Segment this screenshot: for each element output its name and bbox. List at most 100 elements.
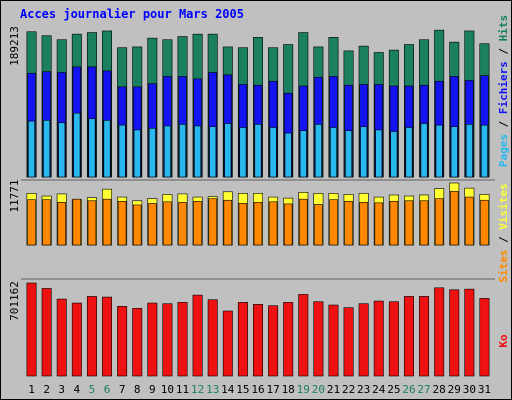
x-tick-label-day-10: 10 <box>161 383 174 396</box>
bar-ko-day-2 <box>41 288 52 377</box>
bar-sites-day-9 <box>148 203 157 246</box>
bar-sites-day-12 <box>193 200 202 246</box>
x-tick-label-day-24: 24 <box>372 383 386 396</box>
x-tick-label-day-28: 28 <box>433 383 446 396</box>
bar-ko-day-30 <box>464 288 475 377</box>
bar-pages-day-25 <box>390 131 398 178</box>
bar-ko-day-13 <box>207 299 218 377</box>
bar-ko-day-29 <box>449 289 460 377</box>
bar-sites-day-18 <box>283 203 293 246</box>
panel-pages <box>26 29 490 178</box>
bar-pages-day-22 <box>345 130 353 178</box>
x-tick-label-day-9: 9 <box>149 383 156 396</box>
bar-pages-day-29 <box>450 126 458 178</box>
x-tick-label-day-17: 17 <box>266 383 279 396</box>
bar-sites-day-19 <box>299 198 308 246</box>
bar-ko-day-26 <box>403 296 414 377</box>
x-tick-label-day-29: 29 <box>448 383 461 396</box>
x-tick-label-day-23: 23 <box>357 383 370 396</box>
series-label-ko: Ko <box>497 334 510 348</box>
bar-ko-day-4 <box>71 302 82 377</box>
bar-ko-day-17 <box>268 305 279 377</box>
series-label-visits: Sites / Visites <box>497 183 510 282</box>
bar-ko-day-22 <box>343 307 354 377</box>
bar-sites-day-28 <box>434 198 444 246</box>
bar-pages-day-14 <box>224 123 232 178</box>
bar-pages-day-2 <box>43 120 51 178</box>
bar-sites-day-13 <box>208 198 217 246</box>
bar-sites-day-4 <box>72 198 82 246</box>
x-tick-label-day-4: 4 <box>74 383 81 396</box>
series-label-part: Visites <box>497 183 510 229</box>
x-tick-label-day-20: 20 <box>312 383 325 396</box>
bar-sites-day-10 <box>163 201 172 246</box>
panel-visits <box>26 182 490 246</box>
bar-sites-day-5 <box>87 200 97 246</box>
bar-pages-day-7 <box>118 124 126 178</box>
bar-pages-day-6 <box>103 120 111 178</box>
bar-pages-day-13 <box>209 126 217 178</box>
series-label-part: Pages <box>497 134 510 167</box>
bar-sites-day-2 <box>42 199 51 246</box>
panel-ko <box>26 282 490 377</box>
bar-pages-day-4 <box>73 112 81 178</box>
bar-pages-day-24 <box>375 129 383 178</box>
bar-sites-day-30 <box>465 196 474 246</box>
bar-pages-day-3 <box>58 122 66 178</box>
bar-ko-day-15 <box>237 302 248 377</box>
bar-sites-day-25 <box>389 200 399 246</box>
bar-sites-day-23 <box>359 202 368 246</box>
bar-sites-day-8 <box>133 204 142 246</box>
bar-pages-day-18 <box>284 132 292 178</box>
series-label-part: / <box>497 41 510 61</box>
x-tick-label-day-31: 31 <box>478 383 491 396</box>
bar-sites-day-15 <box>238 203 248 246</box>
bar-sites-day-21 <box>329 199 338 246</box>
x-tick-label-day-13: 13 <box>206 383 219 396</box>
bar-ko-day-8 <box>132 308 143 377</box>
bar-pages-day-31 <box>480 124 488 178</box>
x-tick-label-day-3: 3 <box>58 383 65 396</box>
bar-ko-day-9 <box>147 302 158 377</box>
series-label-part: Ko <box>497 334 510 348</box>
bar-sites-day-6 <box>102 198 112 246</box>
bar-ko-day-31 <box>479 298 490 377</box>
x-tick-label-day-15: 15 <box>236 383 249 396</box>
x-tick-label-day-11: 11 <box>176 383 189 396</box>
bar-sites-day-7 <box>117 200 127 246</box>
bar-sites-day-16 <box>253 202 263 246</box>
bar-sites-day-31 <box>480 199 489 246</box>
y-max-label-pages: 189213 <box>8 26 21 66</box>
x-tick-label-day-25: 25 <box>387 383 400 396</box>
bar-pages-day-1 <box>28 120 36 178</box>
bar-sites-day-22 <box>344 200 353 246</box>
bar-sites-day-26 <box>404 200 414 246</box>
x-tick-label-day-5: 5 <box>89 383 96 396</box>
bar-sites-day-20 <box>314 204 323 246</box>
series-label-part: / <box>497 114 510 134</box>
bar-sites-day-24 <box>374 202 384 246</box>
chart-title: Acces journalier pour Mars 2005 <box>20 7 244 21</box>
y-max-label-visits: 11771 <box>8 179 21 212</box>
bar-pages-day-15 <box>239 127 247 178</box>
x-tick-label-day-2: 2 <box>43 383 50 396</box>
series-label-part: Hits <box>497 15 510 42</box>
bar-ko-day-3 <box>56 298 67 377</box>
x-tick-label-day-16: 16 <box>251 383 264 396</box>
x-tick-label-day-18: 18 <box>282 383 295 396</box>
bar-pages-day-10 <box>163 125 171 178</box>
series-label-part: / <box>497 230 510 250</box>
bar-ko-day-23 <box>358 303 369 377</box>
bar-pages-day-16 <box>254 124 262 178</box>
x-tick-label-day-26: 26 <box>402 383 415 396</box>
bar-ko-day-6 <box>102 296 113 377</box>
bar-ko-day-28 <box>434 287 445 377</box>
bar-ko-day-27 <box>419 296 430 377</box>
x-tick-label-day-6: 6 <box>104 383 111 396</box>
bar-pages-day-19 <box>299 130 307 178</box>
x-tick-label-day-1: 1 <box>28 383 35 396</box>
bar-ko-day-18 <box>283 302 294 377</box>
bar-pages-day-5 <box>88 118 96 178</box>
